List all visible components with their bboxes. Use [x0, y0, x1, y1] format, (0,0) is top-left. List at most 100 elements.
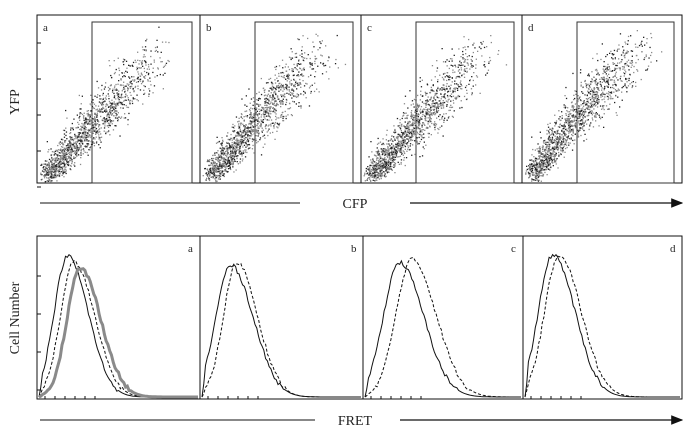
scatter-point	[623, 67, 625, 69]
scatter-point	[446, 65, 448, 67]
scatter-point	[424, 129, 426, 131]
scatter-point	[41, 170, 44, 172]
scatter-point	[59, 141, 61, 143]
scatter-point	[389, 159, 392, 161]
scatter-point	[264, 101, 266, 103]
scatter-point	[393, 156, 395, 158]
scatter-point	[388, 161, 390, 163]
scatter-point	[94, 118, 96, 120]
scatter-point	[136, 66, 138, 68]
scatter-point	[226, 142, 228, 144]
scatter-point	[399, 126, 401, 128]
scatter-point	[391, 135, 393, 137]
scatter-point	[429, 114, 431, 116]
scatter-point	[119, 96, 121, 99]
scatter-point	[55, 171, 58, 173]
scatter-point	[280, 114, 283, 116]
scatter-point	[69, 145, 72, 147]
scatter-point	[556, 131, 558, 133]
scatter-point	[439, 74, 441, 76]
scatter-point	[63, 165, 66, 167]
scatter-point	[565, 86, 567, 89]
scatter-point	[95, 105, 97, 107]
scatter-point	[279, 82, 281, 84]
scatter-point	[316, 88, 318, 90]
scatter-point	[436, 95, 438, 98]
scatter-point	[261, 130, 263, 132]
scatter-point	[540, 153, 542, 155]
scatter-point	[118, 80, 120, 82]
scatter-point	[80, 146, 82, 148]
scatter-point	[416, 121, 418, 123]
scatter-point	[437, 111, 439, 113]
scatter-point	[219, 178, 221, 180]
scatter-point	[377, 166, 379, 169]
scatter-point	[539, 146, 541, 148]
scatter-point	[134, 98, 136, 100]
scatter-point	[64, 147, 66, 149]
scatter-point	[597, 95, 599, 97]
scatter-point	[435, 94, 437, 96]
scatter-point	[555, 120, 558, 122]
scatter-point	[463, 73, 465, 75]
scatter-point	[527, 172, 530, 174]
scatter-point	[601, 87, 603, 89]
scatter-point	[66, 138, 68, 140]
scatter-point	[550, 161, 553, 163]
scatter-point	[160, 51, 162, 53]
scatter-point	[269, 108, 271, 110]
scatter-point	[224, 163, 226, 165]
scatter-point	[138, 78, 140, 80]
scatter-point	[405, 132, 407, 134]
scatter-point	[57, 169, 59, 171]
scatter-point	[379, 172, 382, 174]
scatter-point	[461, 64, 463, 66]
scatter-point	[92, 130, 94, 132]
scatter-point	[280, 94, 282, 96]
scatter-point	[575, 90, 577, 93]
scatter-point	[267, 102, 269, 104]
scatter-point	[309, 62, 311, 64]
scatter-point	[85, 119, 87, 121]
scatter-point	[102, 111, 104, 113]
scatter-point	[434, 111, 436, 113]
scatter-point	[486, 72, 489, 74]
scatter-point	[628, 65, 630, 67]
scatter-point	[381, 170, 383, 172]
scatter-point	[88, 131, 90, 133]
scatter-point	[399, 150, 402, 152]
scatter-point	[269, 117, 271, 119]
scatter-point	[217, 166, 219, 168]
scatter-point	[211, 162, 213, 164]
scatter-point	[214, 152, 216, 154]
scatter-point	[424, 124, 426, 126]
scatter-point	[408, 135, 410, 137]
scatter-point	[376, 179, 378, 181]
scatter-panel-c: c	[360, 14, 523, 184]
scatter-point	[208, 174, 211, 176]
scatter-point	[56, 154, 58, 156]
scatter-point	[427, 96, 429, 98]
scatter-point	[47, 164, 50, 166]
scatter-point	[272, 110, 274, 113]
scatter-point	[424, 115, 426, 118]
scatter-point	[76, 152, 78, 154]
scatter-point	[453, 110, 455, 112]
scatter-point	[293, 90, 295, 92]
scatter-point	[298, 105, 300, 107]
scatter-point	[394, 158, 397, 161]
scatter-point	[63, 162, 65, 164]
scatter-point	[78, 117, 80, 119]
scatter-point	[272, 89, 274, 91]
scatter-point	[277, 80, 279, 82]
scatter-point	[70, 165, 72, 167]
scatter-point	[568, 129, 571, 132]
scatter-point	[280, 103, 282, 105]
scatter-point	[416, 137, 418, 139]
scatter-point	[119, 135, 121, 137]
scatter-point	[420, 118, 422, 120]
scatter-point	[387, 140, 390, 142]
scatter-point	[296, 93, 298, 95]
scatter-point	[529, 172, 531, 175]
scatter-point	[437, 81, 439, 83]
